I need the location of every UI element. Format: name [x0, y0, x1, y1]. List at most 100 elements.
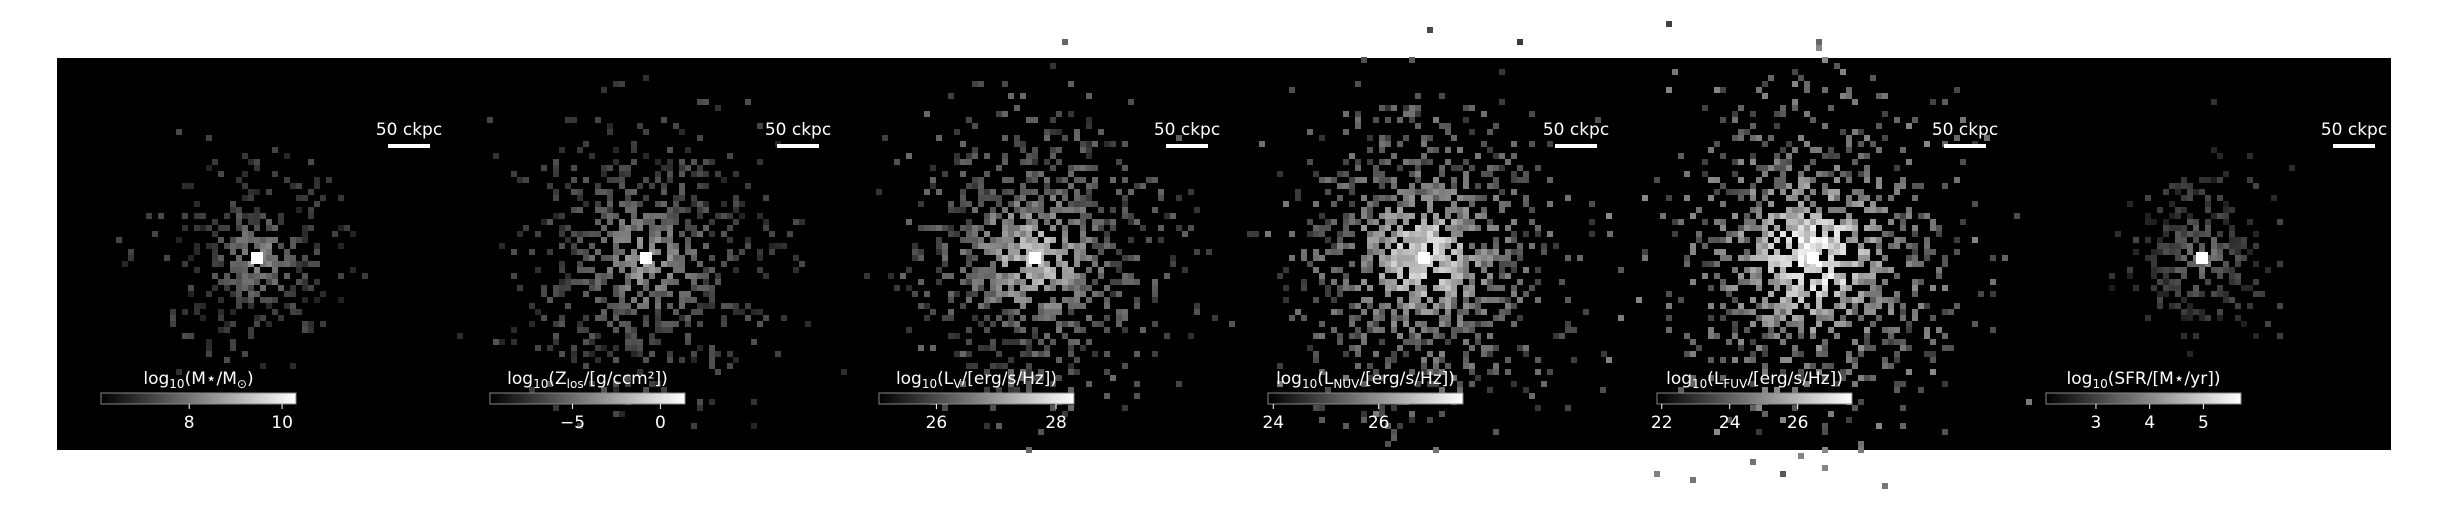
- pixel: [1846, 237, 1852, 243]
- pixel: [1792, 225, 1798, 231]
- pixel: [1391, 327, 1397, 333]
- pixel: [679, 303, 685, 309]
- pixel: [302, 255, 308, 261]
- pixel: [1870, 141, 1876, 147]
- pixel: [948, 93, 954, 99]
- pixel: [1391, 255, 1397, 261]
- pixel: [601, 255, 607, 261]
- pixel: [1924, 237, 1930, 243]
- pixel: [1888, 333, 1894, 339]
- pixel: [559, 285, 565, 291]
- pixel: [1385, 141, 1391, 147]
- pixel: [1313, 267, 1319, 273]
- pixel: [709, 363, 715, 369]
- pixel: [2211, 177, 2217, 183]
- pixel: [1110, 243, 1116, 249]
- pixel: [1684, 195, 1690, 201]
- pixel: [1355, 117, 1361, 123]
- pixel: [1666, 195, 1672, 201]
- pixel: [1601, 351, 1607, 357]
- pixel: [1008, 231, 1014, 237]
- pixel: [350, 267, 356, 273]
- pixel: [1301, 285, 1307, 291]
- pixel: [673, 123, 679, 129]
- pixel: [493, 153, 499, 159]
- pixel: [1606, 213, 1612, 219]
- pixel: [1379, 375, 1385, 381]
- pixel: [613, 231, 619, 237]
- pixel: [254, 225, 260, 231]
- pixel: [559, 291, 565, 297]
- pixel: [972, 285, 978, 291]
- pixel: [1313, 231, 1319, 237]
- pixel: [1666, 21, 1672, 27]
- pixel: [1906, 213, 1912, 219]
- pixel: [685, 339, 691, 345]
- pixel: [1002, 159, 1008, 165]
- pixel: [1086, 339, 1092, 345]
- pixel: [1026, 153, 1032, 159]
- pixel: [1122, 327, 1128, 333]
- pixel: [1834, 321, 1840, 327]
- pixel: [1481, 321, 1487, 327]
- label-part: log: [1666, 369, 1692, 389]
- pixel: [990, 279, 996, 285]
- pixel: [1056, 327, 1062, 333]
- pixel: [1032, 153, 1038, 159]
- pixel: [1002, 363, 1008, 369]
- pixel: [272, 309, 278, 315]
- pixel: [1433, 189, 1439, 195]
- pixel: [1762, 411, 1768, 417]
- pixel: [1493, 153, 1499, 159]
- pixel: [1750, 159, 1756, 165]
- pixel: [589, 339, 595, 345]
- pixel: [589, 279, 595, 285]
- pixel: [709, 231, 715, 237]
- pixel: [613, 147, 619, 153]
- pixel: [703, 201, 709, 207]
- pixel: [727, 249, 733, 255]
- pixel: [1738, 279, 1744, 285]
- pixel: [894, 285, 900, 291]
- pixel: [1846, 357, 1852, 363]
- pixel: [1870, 219, 1876, 225]
- pixel: [679, 159, 685, 165]
- pixel: [1798, 321, 1804, 327]
- pixel: [236, 285, 242, 291]
- pixel: [1774, 279, 1780, 285]
- pixel: [2235, 303, 2241, 309]
- pixel: [230, 291, 236, 297]
- pixel: [589, 381, 595, 387]
- pixel: [1822, 261, 1828, 267]
- pixel: [948, 291, 954, 297]
- pixel: [1379, 231, 1385, 237]
- pixel: [1852, 99, 1858, 105]
- pixel: [1756, 285, 1762, 291]
- pixel: [2175, 267, 2181, 273]
- pixel: [1738, 195, 1744, 201]
- pixel: [1894, 291, 1900, 297]
- pixel: [1750, 195, 1756, 201]
- pixel: [1511, 291, 1517, 297]
- pixel: [1050, 381, 1056, 387]
- pixel: [864, 273, 870, 279]
- pixel: [1002, 219, 1008, 225]
- pixel: [236, 237, 242, 243]
- pixel: [1732, 117, 1738, 123]
- pixel: [1463, 339, 1469, 345]
- pixel: [1092, 351, 1098, 357]
- pixel: [1014, 225, 1020, 231]
- pixel: [613, 411, 619, 417]
- pixel: [673, 213, 679, 219]
- pixel: [1086, 285, 1092, 291]
- pixel: [1002, 339, 1008, 345]
- pixel: [1283, 201, 1289, 207]
- pixel: [1433, 147, 1439, 153]
- pixel: [613, 243, 619, 249]
- label-part: log: [507, 369, 533, 389]
- pixel: [1451, 237, 1457, 243]
- pixel: [697, 345, 703, 351]
- pixel: [619, 219, 625, 225]
- pixel: [1373, 327, 1379, 333]
- pixel: [1547, 231, 1553, 237]
